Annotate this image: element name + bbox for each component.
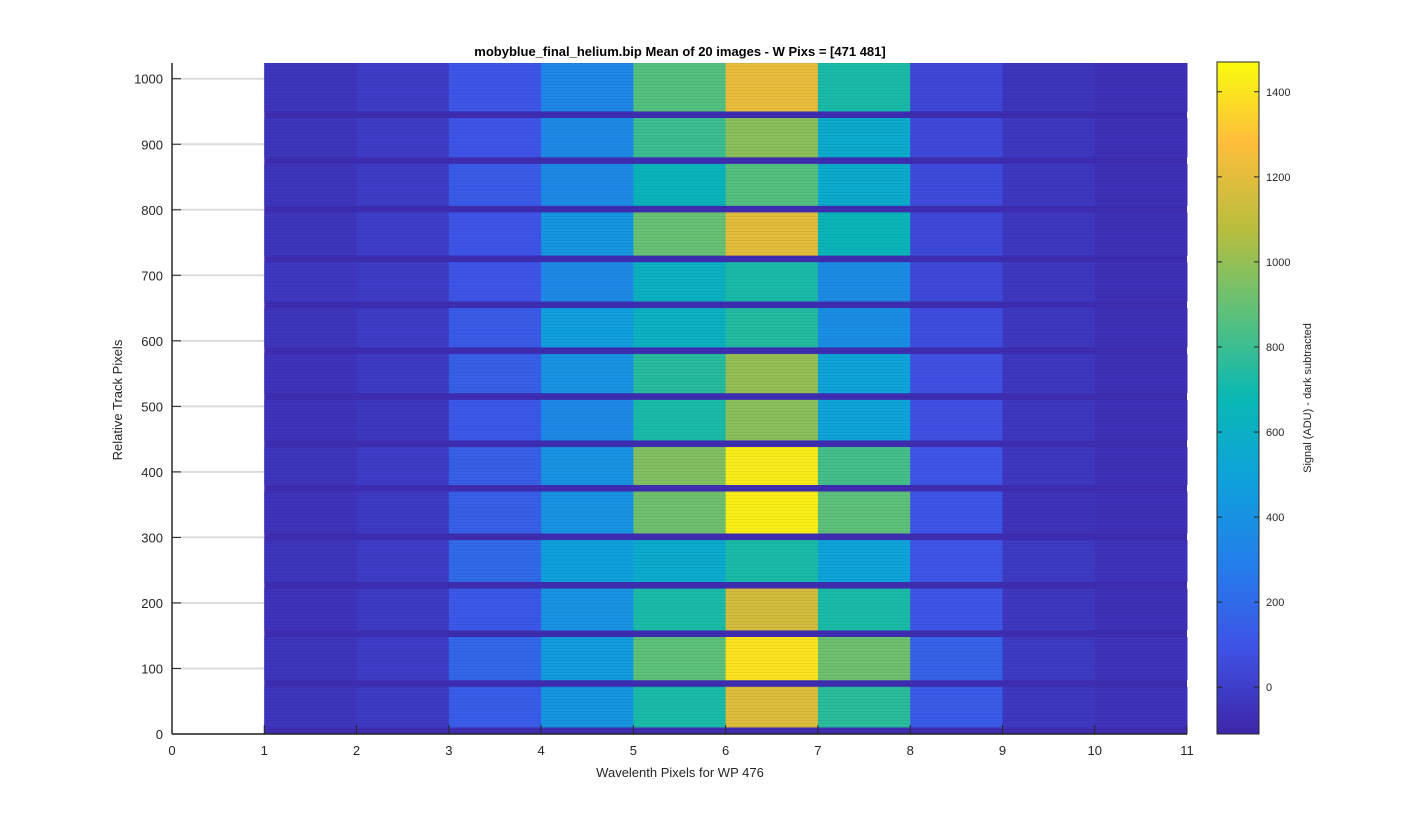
y-tick-label: 100 [141, 661, 163, 676]
chart-title: mobyblue_final_helium.bip Mean of 20 ima… [474, 44, 885, 59]
x-tick-label: 11 [1180, 743, 1194, 758]
plot-area [172, 63, 1188, 735]
colorbar-label: Signal (ADU) - dark subtracted [1302, 323, 1314, 473]
y-tick-label: 0 [156, 727, 163, 742]
y-tick-label: 600 [141, 334, 163, 349]
x-tick-label: 4 [537, 743, 544, 758]
colorbar-tick-label: 1200 [1266, 172, 1290, 184]
axes [171, 63, 1187, 735]
colorbar-tick-label: 800 [1266, 342, 1284, 354]
x-axis-label: Wavelenth Pixels for WP 476 [596, 765, 764, 780]
colorbar: 0 200 400 600 800 1000 1200 1400 Signal (ADU) -… [1216, 61, 1314, 735]
x-tick-label: 3 [445, 743, 452, 758]
y-tick-label: 900 [141, 137, 163, 152]
x-tick-label: 1 [261, 743, 268, 758]
y-tick-label: 300 [141, 530, 163, 545]
colorbar-ticks: 0 200 400 600 800 1000 1200 1400 [1217, 87, 1290, 694]
x-tick-label: 9 [999, 743, 1006, 758]
x-tick-label: 7 [814, 743, 821, 758]
colorbar-gradient [1216, 61, 1260, 735]
colorbar-tick-label: 1000 [1266, 257, 1290, 269]
y-tick-label: 1000 [134, 72, 163, 87]
colorbar-tick-label: 600 [1266, 427, 1284, 439]
y-axis-ticks: 0 100 200 300 400 500 600 700 800 900 1000 [134, 72, 181, 742]
x-axis-ticks: 0 1 2 3 4 5 6 7 8 9 10 11 [168, 725, 1194, 758]
x-tick-label: 10 [1087, 743, 1101, 758]
colorbar-tick-label: 1400 [1266, 87, 1290, 99]
y-tick-label: 400 [141, 465, 163, 480]
colorbar-tick-label: 400 [1266, 512, 1284, 524]
y-tick-label: 500 [141, 399, 163, 414]
x-tick-label: 0 [168, 743, 175, 758]
x-tick-label: 2 [353, 743, 360, 758]
y-tick-label: 800 [141, 203, 163, 218]
y-axis-label: Relative Track Pixels [110, 339, 125, 460]
x-tick-label: 5 [630, 743, 637, 758]
heatmap-texture [263, 63, 1187, 734]
colorbar-tick-label: 0 [1266, 682, 1272, 694]
x-tick-label: 6 [722, 743, 729, 758]
colorbar-tick-label: 200 [1266, 597, 1284, 609]
y-tick-label: 200 [141, 596, 163, 611]
x-tick-label: 8 [907, 743, 914, 758]
y-tick-label: 700 [141, 268, 163, 283]
